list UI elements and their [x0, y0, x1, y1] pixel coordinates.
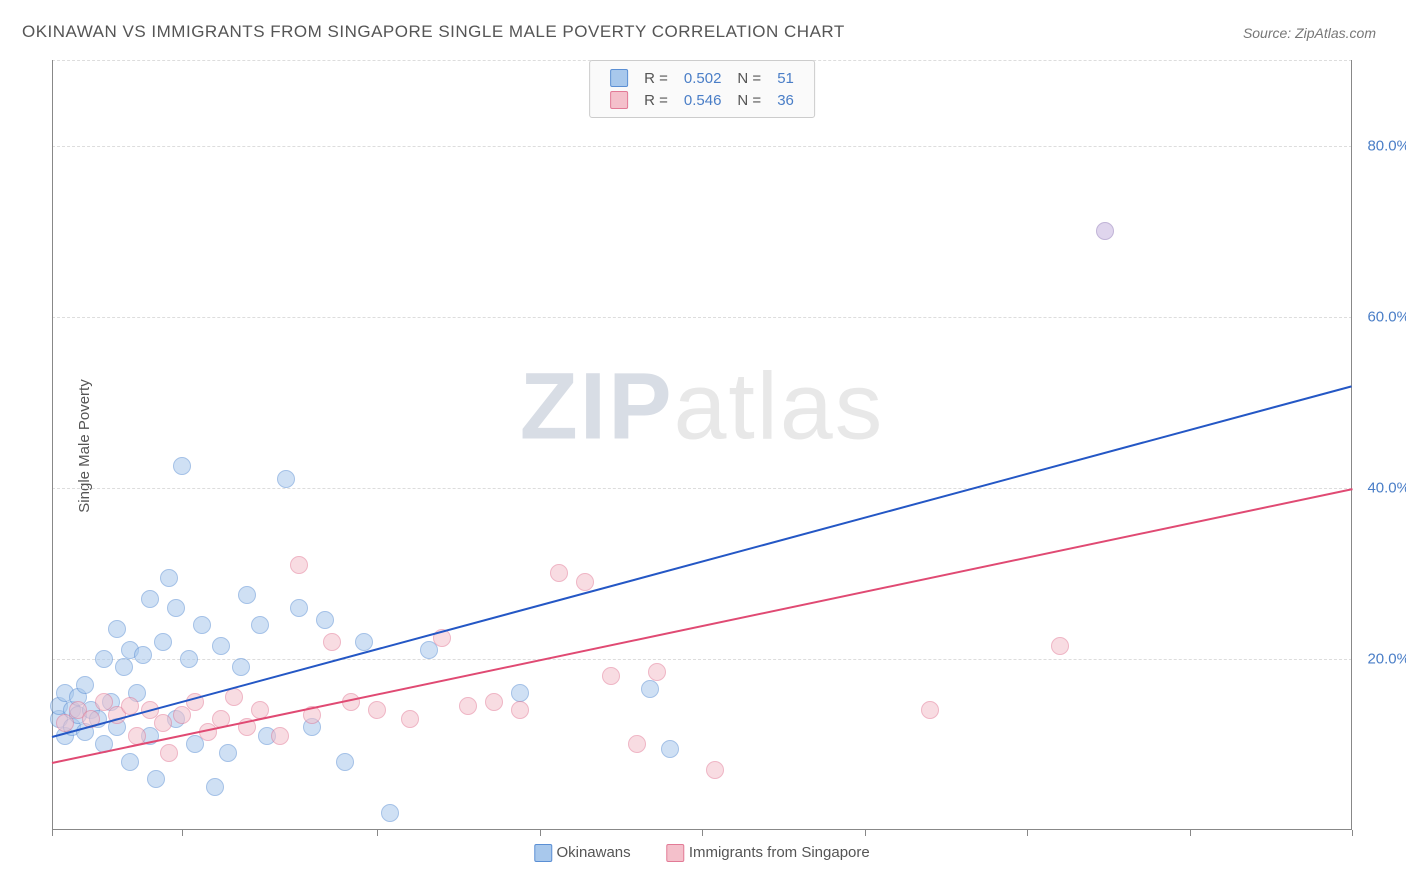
data-point: [323, 633, 341, 651]
data-point: [167, 599, 185, 617]
data-point: [921, 701, 939, 719]
data-point: [95, 650, 113, 668]
data-point: [1051, 637, 1069, 655]
series-legend: Okinawans Immigrants from Singapore: [516, 844, 887, 862]
data-point: [381, 804, 399, 822]
y-tick-label: 80.0%: [1367, 137, 1406, 154]
data-point: [147, 770, 165, 788]
data-point: [550, 564, 568, 582]
y-tick-label: 40.0%: [1367, 479, 1406, 496]
data-point: [290, 556, 308, 574]
data-point: [355, 633, 373, 651]
data-point: [277, 470, 295, 488]
data-point: [173, 457, 191, 475]
data-point: [316, 611, 334, 629]
data-point: [115, 658, 133, 676]
data-point: [485, 693, 503, 711]
data-point: [271, 727, 289, 745]
data-point: [76, 676, 94, 694]
data-point: [648, 663, 666, 681]
data-point: [141, 590, 159, 608]
data-point: [401, 710, 419, 728]
gridline: [52, 317, 1352, 318]
trend-line: [52, 385, 1353, 738]
data-point: [641, 680, 659, 698]
data-point: [368, 701, 386, 719]
data-point: [511, 701, 529, 719]
trend-line: [52, 488, 1352, 764]
data-point: [706, 761, 724, 779]
watermark: ZIPatlas: [520, 352, 884, 461]
data-point: [206, 778, 224, 796]
data-point: [628, 735, 646, 753]
scatter-chart: ZIPatlas 20.0%40.0%60.0%80.0%R =0.502N =…: [52, 60, 1352, 830]
data-point: [511, 684, 529, 702]
data-point: [238, 586, 256, 604]
data-point: [154, 633, 172, 651]
data-point: [121, 753, 139, 771]
data-point: [108, 620, 126, 638]
data-point: [336, 753, 354, 771]
gridline: [52, 488, 1352, 489]
data-point: [160, 569, 178, 587]
data-point: [576, 573, 594, 591]
data-point: [134, 646, 152, 664]
data-point: [290, 599, 308, 617]
data-point: [232, 658, 250, 676]
data-point: [193, 616, 211, 634]
data-point: [154, 714, 172, 732]
y-tick-label: 60.0%: [1367, 308, 1406, 325]
data-point: [160, 744, 178, 762]
data-point: [212, 637, 230, 655]
correlation-legend: R =0.502N =51R =0.546N =36: [589, 60, 815, 118]
data-point: [602, 667, 620, 685]
data-point: [219, 744, 237, 762]
data-point: [251, 616, 269, 634]
gridline: [52, 659, 1352, 660]
data-point: [459, 697, 477, 715]
data-point: [180, 650, 198, 668]
data-point: [225, 688, 243, 706]
gridline: [52, 146, 1352, 147]
y-tick-label: 20.0%: [1367, 650, 1406, 667]
data-point: [1096, 222, 1114, 240]
data-point: [661, 740, 679, 758]
chart-title: OKINAWAN VS IMMIGRANTS FROM SINGAPORE SI…: [22, 22, 845, 42]
source-label: Source: ZipAtlas.com: [1243, 25, 1376, 41]
